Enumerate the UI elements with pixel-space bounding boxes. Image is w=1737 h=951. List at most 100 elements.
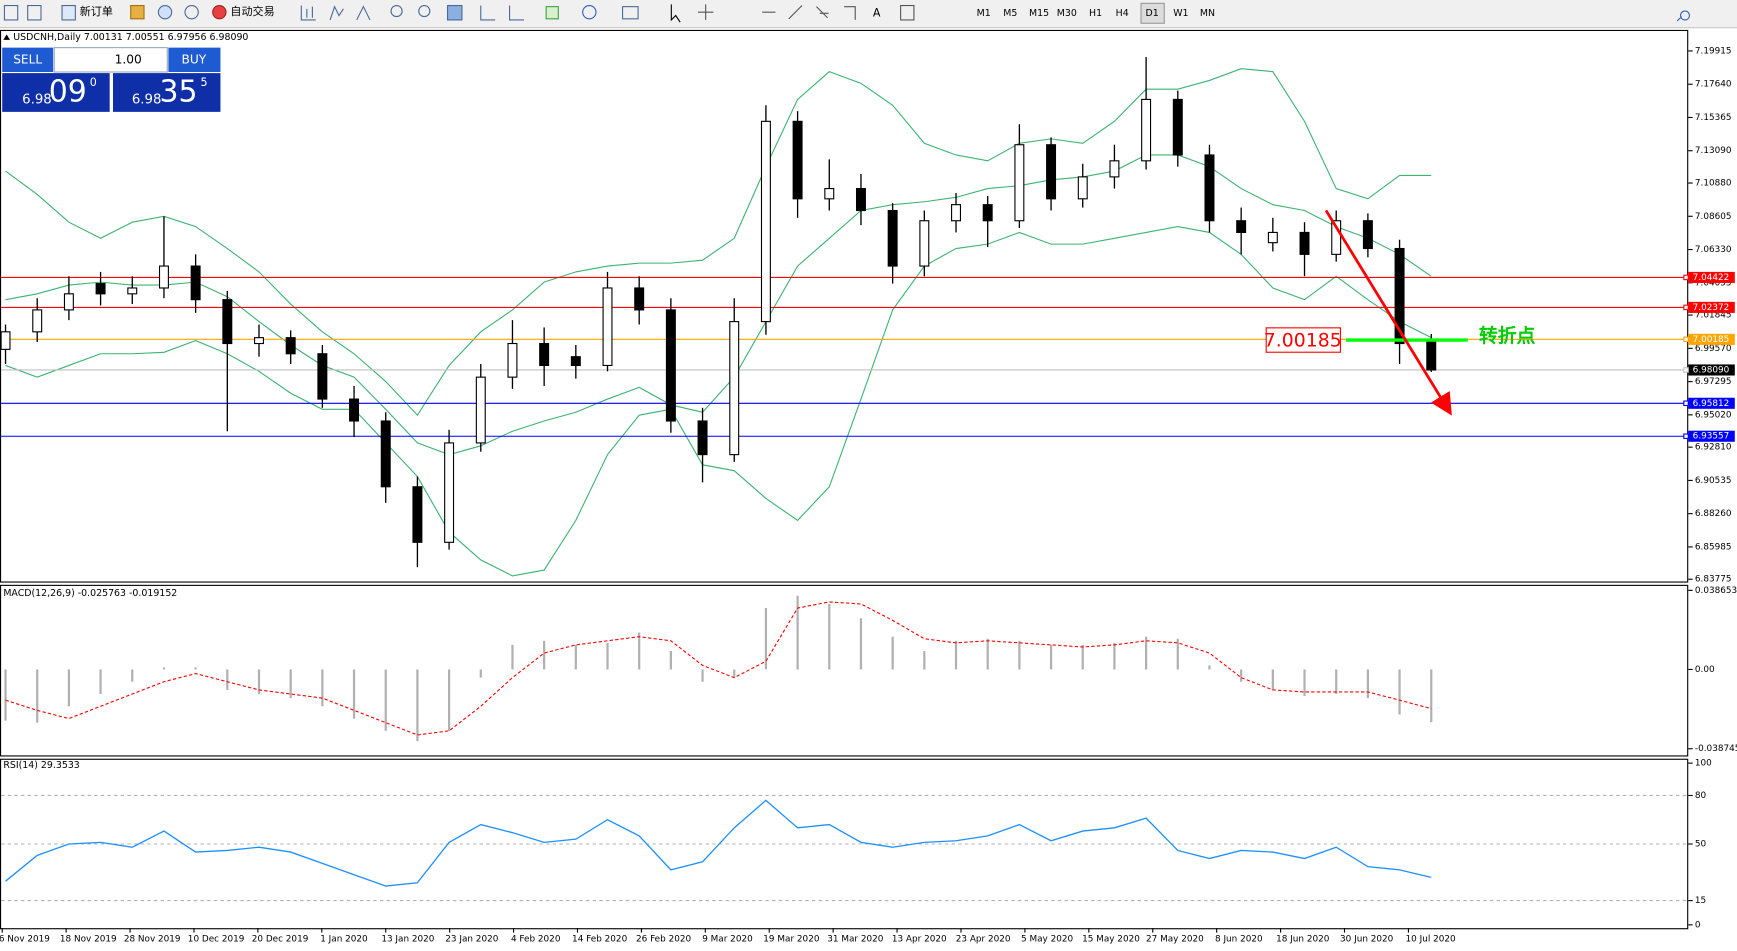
price-level-label: 6.98090 bbox=[1693, 365, 1730, 375]
icon[interactable] bbox=[582, 4, 597, 20]
x-tick-label: 6 Nov 2019 bbox=[0, 935, 50, 945]
icon[interactable] bbox=[27, 4, 42, 21]
timeframe-button[interactable]: D1 bbox=[1145, 8, 1158, 19]
x-tick-label: 9 Mar 2020 bbox=[702, 935, 753, 945]
icon[interactable] bbox=[446, 4, 463, 21]
timeframes: M1 M5 M15 M30 H1 H4 D1 W1 MN bbox=[977, 8, 1215, 19]
lots-value[interactable]: 1.00 bbox=[115, 52, 142, 66]
x-tick-label: 30 Jun 2020 bbox=[1340, 935, 1394, 945]
sell-button[interactable] bbox=[2, 47, 54, 72]
collapse-arrow[interactable] bbox=[3, 34, 10, 40]
candle-body bbox=[1394, 247, 1405, 345]
y-tick-label: 50 bbox=[1695, 839, 1707, 849]
auto-trading-button[interactable]: 自动交易 bbox=[230, 4, 274, 18]
candle-body bbox=[63, 293, 74, 311]
x-tick-label: 10 Jul 2020 bbox=[1406, 935, 1457, 945]
candle-body bbox=[222, 299, 233, 345]
chart-title: USDCNH,Daily 7.00131 7.00551 6.97956 6.9… bbox=[13, 32, 248, 43]
icon[interactable] bbox=[157, 4, 173, 20]
icon[interactable] bbox=[184, 4, 199, 20]
icon[interactable] bbox=[480, 5, 496, 21]
macd-signal bbox=[5, 601, 1432, 736]
candle-body bbox=[792, 120, 803, 200]
candle-body bbox=[951, 204, 961, 222]
candle-body bbox=[1077, 176, 1088, 200]
candle-body bbox=[760, 120, 771, 323]
candle-body bbox=[1172, 98, 1183, 156]
candle-body bbox=[1299, 231, 1310, 255]
timeframe-button[interactable]: W1 bbox=[1173, 8, 1188, 19]
price-level-label: 7.02372 bbox=[1693, 303, 1730, 313]
icon[interactable] bbox=[622, 6, 639, 20]
icon[interactable] bbox=[300, 5, 316, 21]
candle-body bbox=[412, 486, 423, 543]
icon-new-order[interactable] bbox=[61, 4, 76, 21]
price-level-tag bbox=[1688, 271, 1735, 283]
icon[interactable] bbox=[130, 4, 145, 20]
candle-body bbox=[1362, 220, 1373, 250]
annotation-turning-point: 转折点 bbox=[1479, 324, 1536, 347]
candle-body bbox=[1109, 160, 1120, 178]
icon[interactable] bbox=[418, 4, 431, 18]
x-tick-label: 28 Nov 2019 bbox=[124, 935, 181, 945]
candle-body bbox=[1267, 231, 1278, 244]
candle-body bbox=[127, 287, 138, 295]
icon-crosshair[interactable] bbox=[697, 4, 714, 20]
icon[interactable] bbox=[844, 6, 856, 20]
sell-price-box[interactable] bbox=[2, 73, 110, 112]
icon-auto-trading[interactable] bbox=[212, 4, 227, 20]
x-tick-label: 5 May 2020 bbox=[1021, 935, 1073, 945]
candle-body bbox=[602, 287, 613, 367]
candle-body bbox=[190, 265, 201, 301]
y-tick-label: 6.97295 bbox=[1695, 377, 1732, 387]
timeframe-button[interactable]: H1 bbox=[1089, 8, 1102, 19]
icon[interactable] bbox=[509, 5, 524, 21]
timeframe-button[interactable]: M1 bbox=[977, 8, 991, 19]
buy-price-box[interactable] bbox=[112, 73, 221, 112]
candle-body bbox=[1014, 144, 1025, 222]
y-tick-label: 0.038653 bbox=[1695, 586, 1737, 596]
x-tick-label: 13 Jan 2020 bbox=[381, 935, 434, 945]
candle-body bbox=[665, 309, 676, 422]
candle-body bbox=[982, 204, 993, 222]
icon[interactable] bbox=[356, 5, 371, 21]
price-level-label: 7.04422 bbox=[1693, 273, 1730, 283]
icon[interactable] bbox=[545, 6, 559, 20]
candle-body bbox=[254, 337, 264, 345]
buy-label[interactable]: BUY bbox=[182, 52, 207, 66]
buy-button[interactable] bbox=[168, 47, 221, 72]
timeframe-button[interactable]: H4 bbox=[1116, 8, 1129, 19]
new-order-button[interactable]: 新订单 bbox=[80, 4, 113, 18]
timeframe-button[interactable]: MN bbox=[1200, 8, 1215, 19]
y-tick-label: 6.85985 bbox=[1695, 542, 1732, 552]
price-level-label: 6.93557 bbox=[1693, 432, 1730, 442]
icon[interactable] bbox=[3, 4, 19, 21]
toolbar bbox=[0, 0, 1737, 28]
icon[interactable] bbox=[390, 4, 403, 18]
y-tick-label: 80 bbox=[1695, 791, 1707, 801]
price-level-handle bbox=[1683, 367, 1689, 373]
bollinger-upper bbox=[5, 68, 1432, 417]
icon-cursor[interactable] bbox=[670, 4, 681, 23]
one-click-trading: SELL BUY 1.00 6.98 09 0 6.98 35 5 bbox=[2, 47, 221, 112]
sell-label[interactable]: SELL bbox=[13, 52, 42, 66]
timeframe-button[interactable]: M5 bbox=[1003, 8, 1017, 19]
icon-trendline[interactable] bbox=[788, 5, 803, 20]
candle-body bbox=[1141, 98, 1152, 162]
candle-body bbox=[1331, 220, 1342, 255]
candle-body bbox=[1046, 144, 1057, 200]
lots-input[interactable] bbox=[53, 47, 168, 73]
icon[interactable] bbox=[816, 6, 829, 19]
timeframe-button[interactable]: M15 bbox=[1029, 8, 1049, 19]
x-tick-label: 20 Dec 2019 bbox=[252, 935, 309, 945]
icon[interactable] bbox=[329, 5, 344, 21]
x-tick-label: 23 Apr 2020 bbox=[956, 935, 1011, 945]
icon-search[interactable] bbox=[1676, 10, 1690, 22]
sell-price-big: 6.98 bbox=[22, 93, 52, 108]
icon[interactable] bbox=[900, 4, 915, 21]
y-tick-label: 6.83775 bbox=[1695, 575, 1732, 585]
candle-body bbox=[444, 442, 455, 543]
timeframe-button[interactable]: M30 bbox=[1057, 8, 1077, 19]
text-tool[interactable]: A bbox=[873, 6, 881, 19]
